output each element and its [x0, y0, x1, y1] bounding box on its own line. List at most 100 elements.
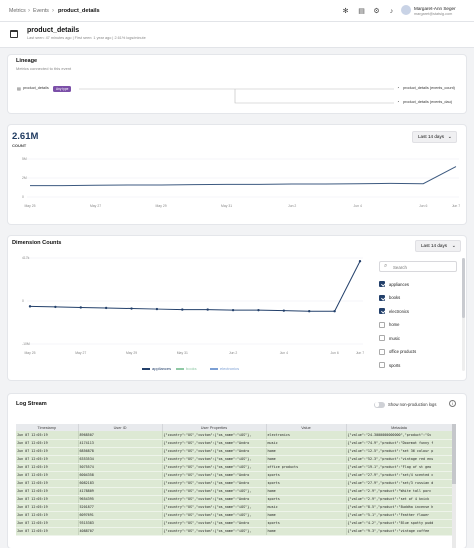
data-point	[54, 305, 57, 309]
data-point	[231, 308, 235, 312]
table-row[interactable]: Jun 07 12:05:19 6097691 {"country":"US","c…	[16, 511, 453, 520]
filter-label: books	[389, 295, 401, 300]
toggle-switch[interactable]	[374, 401, 385, 408]
dimension-search[interactable]: ⌕	[379, 261, 457, 272]
avatar[interactable]	[401, 5, 411, 15]
filter-label: office products	[389, 349, 417, 354]
calendar-icon	[10, 30, 18, 38]
breadcrumb-separator: ›	[52, 7, 54, 14]
table-cell: {"country":"US","custom":{"os_name":"And…	[162, 439, 267, 448]
table-row[interactable]: Jun 07 12:05:19 4088707 {"country":"US","c…	[16, 527, 453, 536]
dimension-range-dropdown[interactable]: Last 14 days ⌄	[415, 240, 461, 252]
legend-item[interactable]: appliances	[142, 366, 171, 371]
table-cell: 9654395	[78, 495, 163, 504]
x-tick-label: Jun 7	[452, 204, 460, 208]
table-row[interactable]: Jun 07 12:05:19 9315383 {"country":"US","c…	[16, 519, 453, 528]
table-cell: 4178809	[78, 487, 163, 496]
filter-scrollbar[interactable]	[462, 258, 465, 371]
lineage-target[interactable]: product_details (events_dau)	[403, 100, 452, 104]
column-header[interactable]: Timestamp	[16, 424, 79, 431]
lineage-source[interactable]: product_details	[23, 86, 49, 90]
table-cell: {"country":"US","custom":{"os_name":"iOS…	[162, 431, 267, 440]
log-stream-title: Log Stream	[16, 401, 47, 407]
y-tick-label: 417k	[22, 256, 30, 260]
table-cell: home	[266, 511, 347, 520]
table-row[interactable]: Jun 07 12:05:19 5075574 {"country":"US","c…	[16, 463, 453, 472]
filter-checkbox[interactable]	[379, 294, 385, 301]
table-row[interactable]: Jun 07 12:05:19 8968507 {"country":"US","c…	[16, 431, 453, 440]
legend-item[interactable]: electronics	[210, 366, 239, 371]
legend-label: electronics	[220, 366, 240, 371]
filter-checkbox[interactable]	[379, 321, 385, 328]
table-cell: {"country":"US","custom":{"os_name":"And…	[162, 495, 267, 504]
table-cell: {"value":"74.9","product":"Doormat funny…	[346, 439, 453, 448]
filter-checkbox[interactable]	[379, 335, 385, 341]
data-point	[206, 308, 209, 311]
gear-icon[interactable]: ⚙	[373, 8, 380, 15]
table-row[interactable]: Jun 07 12:05:19 6004358 {"country":"US","c…	[16, 471, 453, 480]
data-point	[79, 306, 82, 309]
table-row[interactable]: Jun 07 12:05:19 5201877 {"country":"US","c…	[16, 503, 453, 512]
puzzle-icon[interactable]: ✻	[342, 8, 349, 15]
table-cell: sports	[266, 479, 347, 488]
log-table-body: Jun 07 12:05:19 8968507 {"country":"US","c…	[16, 431, 453, 536]
table-cell: 6004358	[78, 471, 163, 480]
table-cell: {"country":"US","custom":{"os_name":"And…	[162, 479, 267, 488]
toggle-label: Show non-production logs	[388, 402, 437, 407]
table-cell: sports	[266, 495, 347, 504]
column-header[interactable]: User ID	[78, 424, 163, 431]
table-cell: Jun 07 12:05:19	[16, 479, 79, 488]
breadcrumb-metrics[interactable]: Metrics	[9, 8, 26, 14]
table-cell: music	[266, 503, 347, 512]
filter-checkbox[interactable]	[379, 281, 385, 287]
filter-label: sports	[389, 362, 401, 368]
column-header[interactable]: User Properties	[162, 424, 267, 431]
table-cell: sports	[266, 471, 347, 480]
table-row[interactable]: Jun 07 12:05:19 9654395 {"country":"US","c…	[16, 495, 453, 504]
column-header[interactable]: Metadata	[346, 424, 453, 431]
table-cell: 6856878	[78, 447, 163, 456]
table-cell: home	[266, 487, 347, 496]
table-cell: {"value":"24.3000000000000","product":"S…	[346, 431, 453, 440]
count-range-value: Last 14 days	[418, 134, 445, 139]
breadcrumb-events[interactable]: Events	[33, 8, 49, 14]
docs-icon[interactable]: ▤	[358, 8, 365, 15]
column-header[interactable]: Value	[266, 424, 347, 431]
legend-item[interactable]: books	[176, 366, 197, 371]
table-cell: {"country":"US","custom":{"os_name":"iOS…	[162, 503, 267, 512]
lineage-target[interactable]: product_details (events_count)	[403, 86, 455, 90]
data-point	[308, 310, 311, 313]
x-tick-label: May 31	[177, 351, 188, 355]
event-meta: Last seen: 47 minutes ago | First seen: …	[27, 36, 146, 40]
data-point	[155, 307, 159, 311]
log-scrollbar-thumb[interactable]	[452, 424, 456, 484]
table-cell: {"country":"US","custom":{"os_name":"iOS…	[162, 455, 267, 464]
table-cell: {"country":"US","custom":{"os_name":"And…	[162, 471, 267, 480]
x-tick-label: May 29	[156, 204, 167, 208]
table-row[interactable]: Jun 07 12:05:19 4178809 {"country":"US","c…	[16, 487, 453, 496]
table-row[interactable]: Jun 07 12:05:19 6353534 {"country":"US","c…	[16, 455, 453, 464]
table-row[interactable]: Jun 07 12:05:19 6082183 {"country":"US","c…	[16, 479, 453, 488]
filter-scrollbar-thumb[interactable]	[462, 258, 465, 318]
table-cell: 4174113	[78, 439, 163, 448]
count-range-dropdown[interactable]: Last 14 days ⌄	[412, 131, 457, 143]
legend-swatch	[176, 368, 184, 370]
log-scrollbar[interactable]	[452, 424, 456, 548]
x-tick-label: Jun 6	[330, 351, 338, 355]
bell-icon[interactable]: ♪	[389, 8, 394, 15]
filter-checkbox[interactable]	[379, 308, 385, 314]
table-cell: Jun 07 12:05:19	[16, 495, 79, 504]
table-cell: Jun 07 12:05:19	[16, 439, 79, 448]
table-row[interactable]: Jun 07 12:05:19 6856878 {"country":"US","c…	[16, 447, 453, 456]
x-tick-label: May 27	[75, 351, 86, 355]
dimension-search-input[interactable]	[393, 263, 453, 271]
x-tick-label: Jun 2	[288, 204, 296, 208]
info-icon[interactable]: i	[449, 400, 456, 407]
lineage-target-icon: ◔	[397, 86, 400, 90]
filter-checkbox[interactable]	[379, 362, 385, 368]
filter-checkbox[interactable]	[379, 348, 385, 355]
table-row[interactable]: Jun 07 12:05:19 4174113 {"country":"US","c…	[16, 439, 453, 448]
